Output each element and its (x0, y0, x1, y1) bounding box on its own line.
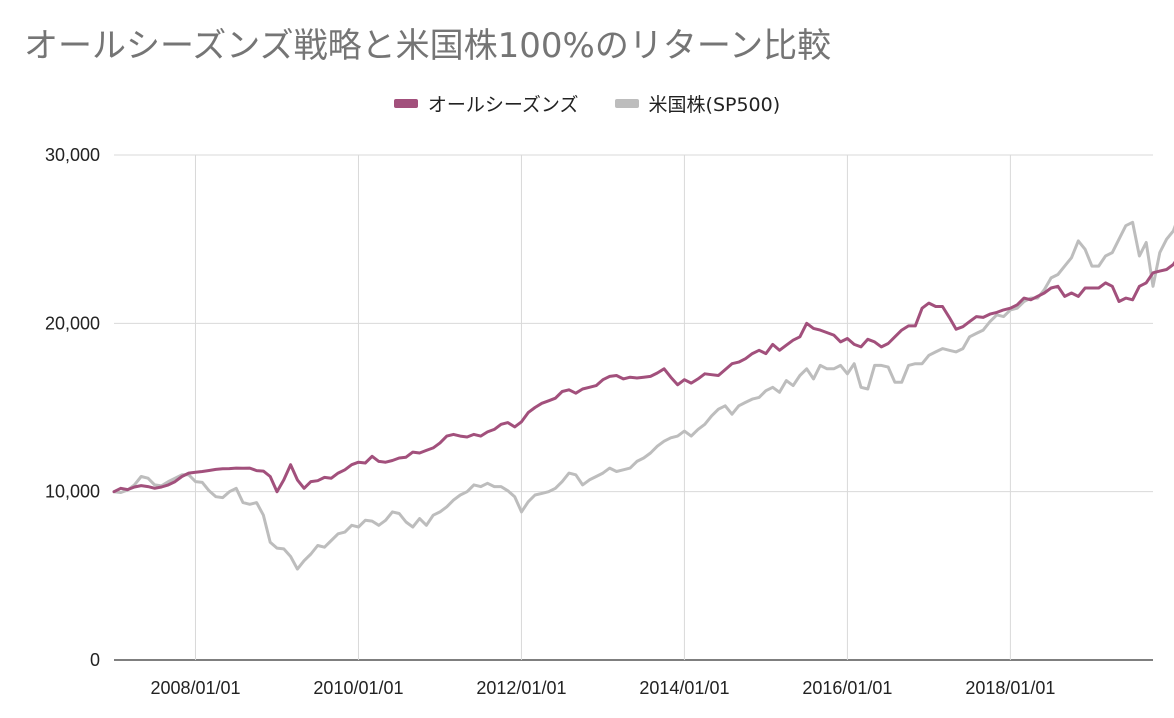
x-tick-label: 2010/01/01 (313, 678, 403, 698)
chart-legend: オールシーズンズ 米国株(SP500) (0, 90, 1174, 117)
x-tick-label: 2016/01/01 (802, 678, 892, 698)
series-line-sp500 (112, 220, 1174, 571)
legend-label-all-seasons: オールシーズンズ (427, 94, 579, 116)
chart-title: オールシーズンズ戦略と米国株100%のリターン比較 (24, 26, 832, 66)
y-tick-label: 0 (90, 650, 100, 670)
x-tick-label: 2014/01/01 (639, 678, 729, 698)
legend-item-all-seasons[interactable]: オールシーズンズ (393, 90, 579, 117)
x-tick-label: 2008/01/01 (150, 678, 240, 698)
y-tick-label: 20,000 (45, 313, 100, 333)
series-line-all-seasons (112, 260, 1174, 494)
x-tick-label: 2012/01/01 (476, 678, 566, 698)
legend-swatch-sp500 (614, 99, 639, 108)
y-tick-label: 10,000 (45, 482, 100, 502)
y-tick-label: 30,000 (45, 145, 100, 165)
legend-item-sp500[interactable]: 米国株(SP500) (614, 90, 781, 117)
legend-swatch-all-seasons (393, 99, 418, 108)
legend-label-sp500: 米国株(SP500) (648, 94, 781, 116)
x-tick-label: 2018/01/01 (965, 678, 1055, 698)
